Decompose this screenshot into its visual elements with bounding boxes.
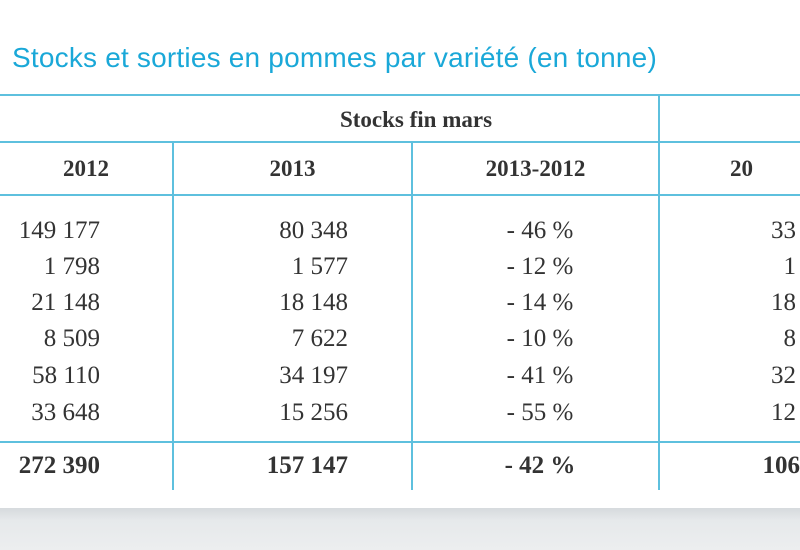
table-title-text: Stocks et sorties en pommes par variété … [12,42,657,73]
cell-next: 32 [771,362,796,389]
cell-next: 12 [771,399,796,426]
cell-2012: 33 648 [31,399,100,426]
card-shadow [0,508,800,550]
col-header-2012: 2012 [63,156,109,181]
cell-2012: 1 798 [43,253,100,280]
vline-col-next [658,94,660,490]
total-2013: 157 147 [266,452,348,479]
cell-next: 1 [783,253,797,280]
cell-2013: 80 348 [279,217,348,244]
cell-next: 18 [771,289,796,316]
cell-diff: - 10 % [506,325,574,352]
cell-diff: - 46 % [506,217,574,244]
cell-2012: 149 177 [18,217,100,244]
total-next: 106 [762,452,800,479]
cell-diff: - 12 % [506,253,574,280]
cell-diff: - 14 % [506,289,574,316]
vline-col-diff [411,142,413,490]
cell-2012: 58 110 [32,362,100,389]
cell-2013: 34 197 [279,362,348,389]
cell-2012: 21 148 [31,289,100,316]
col-header-next: 20 [730,156,753,181]
cell-next: 33 [771,217,796,244]
rule-column-header [0,194,800,196]
rule-group-header [0,141,800,143]
table-card [0,0,800,508]
rule-total [0,441,800,443]
cell-2013: 1 577 [291,253,348,280]
table-title: Stocks et sorties en pommes par variété … [0,33,800,83]
cell-2013: 7 622 [291,325,348,352]
cell-2012: 8 509 [43,325,100,352]
cell-2013: 18 148 [279,289,348,316]
total-diff: - 42 % [504,452,576,479]
cell-2013: 15 256 [279,399,348,426]
total-2012: 272 390 [18,452,100,479]
vline-col-2013 [172,142,174,490]
cell-next: 8 [783,325,797,352]
rule-top [0,94,800,96]
col-header-diff: 2013-2012 [485,156,586,181]
cell-diff: - 41 % [506,362,574,389]
group-header-stocks: Stocks fin mars [339,107,493,132]
cell-diff: - 55 % [506,399,574,426]
col-header-2013: 2013 [269,156,316,181]
